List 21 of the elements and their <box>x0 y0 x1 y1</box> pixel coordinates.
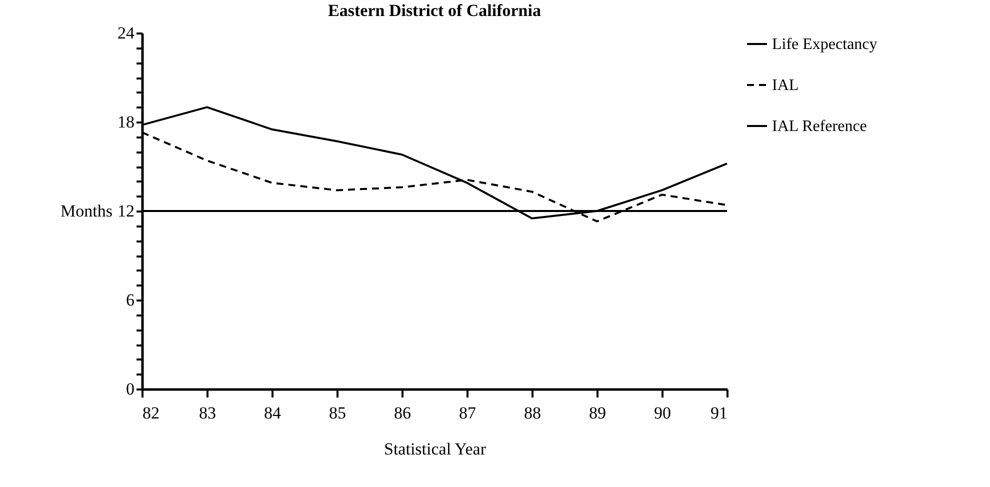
x-tick-label: 91 <box>710 404 728 422</box>
x-tick-label: 84 <box>264 404 282 422</box>
x-tick-label: 85 <box>329 404 346 422</box>
legend-label: IAL <box>772 77 799 94</box>
x-tick-label: 87 <box>459 404 476 422</box>
y-axis-title: Months <box>60 202 112 220</box>
x-tick-label: 90 <box>654 404 671 422</box>
y-tick-label: 0 <box>126 380 134 398</box>
y-tick-label: 18 <box>118 112 134 132</box>
y-tick-label: 12 <box>118 202 134 220</box>
y-tick-label: 6 <box>126 290 134 310</box>
legend-label: IAL Reference <box>772 118 867 135</box>
x-tick-label: 82 <box>142 404 160 422</box>
y-tick-label: 24 <box>118 24 135 42</box>
chart-title: Eastern District of California <box>328 1 542 20</box>
x-tick-label: 86 <box>394 404 411 422</box>
legend-label: Life Expectancy <box>772 36 878 53</box>
x-tick-label: 88 <box>524 404 541 422</box>
x-tick-label: 89 <box>589 404 606 422</box>
x-tick-label: 83 <box>199 404 216 422</box>
x-axis-title: Statistical Year <box>384 440 486 458</box>
